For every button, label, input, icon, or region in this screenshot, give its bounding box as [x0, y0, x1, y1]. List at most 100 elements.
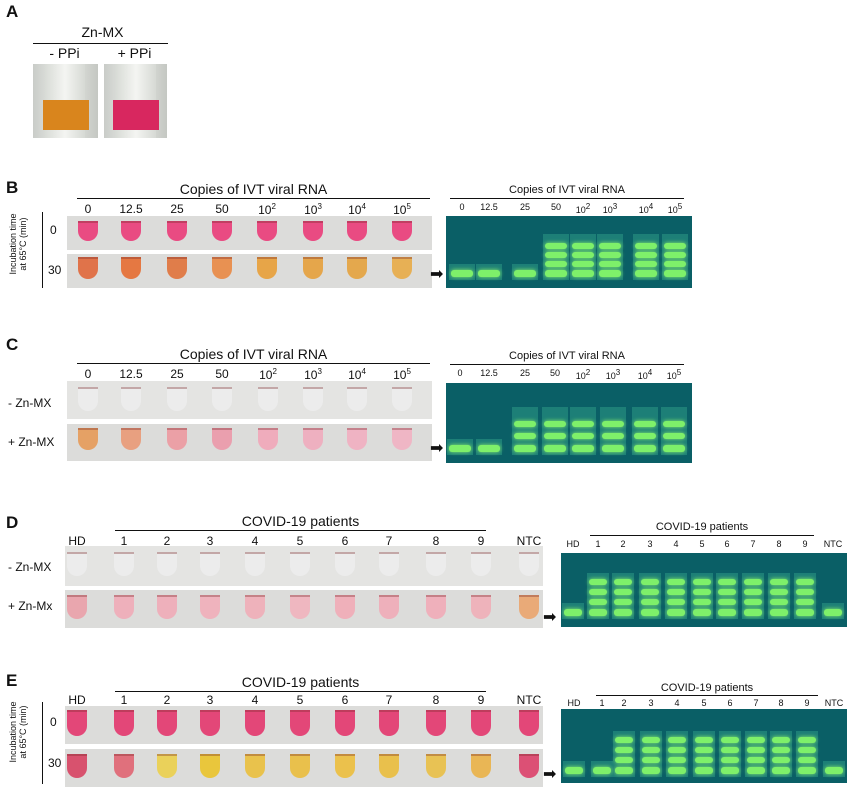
gel-band	[770, 589, 788, 595]
sample-tube	[290, 754, 310, 778]
gel-band	[747, 747, 765, 753]
column-label: 1	[120, 693, 128, 707]
sample-tube	[426, 710, 446, 736]
column-label: 25	[519, 368, 530, 378]
panel-a-label: A	[6, 2, 19, 21]
gel-band	[668, 767, 686, 774]
panel-c-strip-minus	[67, 381, 432, 419]
gel-band	[772, 737, 790, 743]
column-label: 2	[163, 534, 171, 548]
sample-tube	[245, 710, 265, 736]
sample-tube	[347, 428, 367, 450]
gel-band	[663, 421, 685, 427]
panel-a-title: Zn-MX	[81, 24, 124, 40]
gel-band	[667, 589, 685, 595]
panel-d-row-label-plus: + Zn-Mx	[8, 599, 53, 613]
column-label: 7	[385, 693, 393, 707]
gel-band	[642, 767, 660, 774]
gel-band	[667, 579, 685, 585]
sample-tube	[519, 552, 539, 576]
column-label: 0	[84, 367, 92, 381]
gel-band	[772, 767, 790, 774]
column-label: 1	[120, 534, 128, 548]
column-label: 0	[84, 202, 92, 216]
sample-tube	[121, 428, 141, 450]
gel-band	[599, 270, 621, 277]
gel-band	[798, 747, 816, 753]
panel-d-gel	[561, 553, 847, 627]
column-label: 2	[621, 698, 627, 708]
gel-band	[664, 252, 686, 258]
gel-band	[614, 579, 632, 585]
column-label: 102	[575, 368, 591, 381]
gel-band	[693, 609, 711, 616]
gel-band	[572, 252, 594, 258]
gel-band	[664, 243, 686, 249]
panel-b-rule	[77, 198, 430, 199]
sample-tube	[245, 595, 265, 619]
gel-band	[744, 589, 762, 595]
sample-tube	[245, 552, 265, 576]
column-label: 5	[296, 693, 304, 707]
gel-band	[641, 579, 659, 585]
gel-band	[744, 579, 762, 585]
gel-band	[635, 252, 657, 258]
sample-tube	[392, 221, 412, 241]
sample-tube	[519, 595, 539, 619]
sample-tube	[257, 257, 277, 279]
gel-band	[514, 445, 536, 452]
sample-tube	[347, 387, 367, 411]
gel-band	[564, 609, 582, 616]
sample-tube	[67, 595, 87, 619]
gel-band	[721, 747, 739, 753]
panel-c-strip-plus	[67, 424, 432, 461]
column-label: 103	[304, 202, 322, 217]
column-label: 0	[459, 202, 465, 212]
sample-tube	[212, 387, 232, 411]
column-label: 5	[701, 698, 707, 708]
column-label: 3	[648, 698, 654, 708]
sample-tube	[347, 221, 367, 241]
column-label: 103	[602, 202, 618, 215]
panel-d-strip-plus	[65, 590, 543, 628]
gel-band	[572, 261, 594, 267]
panel-d-gel-rule	[590, 535, 814, 536]
gel-band	[668, 747, 686, 753]
panel-b-strip-0	[67, 216, 432, 250]
panel-e-row-axis-title: Incubation time at 65°C (min)	[8, 701, 28, 763]
column-label: 8	[776, 539, 782, 549]
column-label: 4	[251, 534, 259, 548]
column-label: 12.5	[480, 368, 498, 378]
sample-tube	[519, 710, 539, 736]
gel-band	[614, 589, 632, 595]
sample-tube	[167, 387, 187, 411]
sample-tube	[379, 710, 399, 736]
gel-band	[635, 243, 657, 249]
column-label: 9	[477, 534, 485, 548]
column-label: 105	[393, 202, 411, 217]
gel-band	[615, 757, 633, 763]
gel-band	[718, 589, 736, 595]
gel-band	[772, 757, 790, 763]
gel-band	[451, 270, 473, 277]
sample-tube	[290, 710, 310, 736]
panel-e-row-axis-line	[42, 702, 43, 784]
sample-tube	[426, 754, 446, 778]
gel-band	[721, 767, 739, 774]
column-label: 104	[348, 202, 366, 217]
column-label: 3	[647, 539, 653, 549]
column-label: 12.5	[119, 367, 143, 381]
column-label: 104	[637, 368, 653, 381]
panel-e-strip-30	[65, 749, 543, 787]
panel-c-arrow-icon: ➡	[430, 440, 444, 457]
gel-band	[664, 261, 686, 267]
column-label: 6	[727, 698, 733, 708]
gel-band	[667, 609, 685, 616]
sample-tube	[200, 595, 220, 619]
gel-band	[718, 579, 736, 585]
column-label: 7	[750, 539, 756, 549]
sample-tube	[392, 428, 412, 450]
panel-d-arrow-icon: ➡	[543, 609, 557, 626]
sample-tube	[426, 595, 446, 619]
gel-band	[770, 599, 788, 605]
